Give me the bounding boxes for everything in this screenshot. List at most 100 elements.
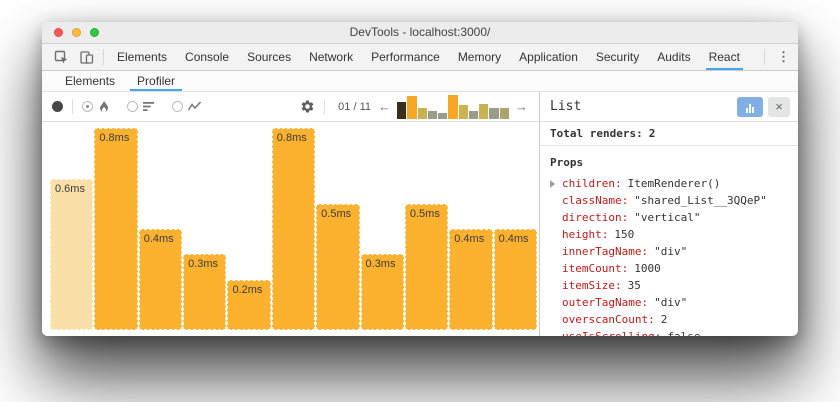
- radio-icon: [172, 101, 183, 112]
- profiler-main: 01 / 11 ← → 0.6ms 0.8ms 0.4ms 0.3ms 0.2ms 0.8…: [42, 92, 798, 336]
- prop-value: 1000: [634, 262, 661, 275]
- snapshot-bar[interactable]: [468, 110, 479, 119]
- zoom-window-button[interactable]: [90, 28, 99, 37]
- props-section: Props children: ItemRenderer() className…: [540, 146, 798, 336]
- close-window-button[interactable]: [54, 28, 63, 37]
- prop-value: 150: [614, 228, 635, 241]
- total-renders-row: Total renders: 2: [540, 122, 798, 146]
- close-details-button[interactable]: ×: [768, 96, 790, 117]
- expand-arrow-icon[interactable]: [550, 179, 562, 188]
- snapshot-strip: [397, 94, 509, 119]
- commit-bar[interactable]: 0.3ms: [360, 254, 404, 330]
- tab-performance[interactable]: Performance: [371, 50, 440, 64]
- tab-memory[interactable]: Memory: [457, 50, 502, 64]
- devtools-menu-icon[interactable]: ⋮: [777, 49, 790, 64]
- bar-duration-label: 0.8ms: [276, 132, 307, 144]
- subtab-elements[interactable]: Elements: [65, 74, 116, 88]
- prop-row[interactable]: outerTagName: "div": [550, 294, 798, 311]
- snapshot-bar[interactable]: [407, 95, 417, 119]
- prop-key: height:: [562, 228, 609, 241]
- prop-row[interactable]: children: ItemRenderer(): [550, 175, 798, 192]
- bar-duration-label: 0.5ms: [321, 207, 352, 220]
- snapshot-counter: 01 / 11: [338, 100, 371, 113]
- tab-react[interactable]: React: [700, 44, 749, 70]
- commit-bar[interactable]: 0.5ms: [404, 203, 449, 330]
- profiler-settings-icon[interactable]: [300, 99, 315, 114]
- prop-row[interactable]: overscanCount: 2: [550, 311, 798, 328]
- snapshot-bar[interactable]: [448, 94, 458, 119]
- snapshot-bar[interactable]: [397, 101, 407, 119]
- commit-bar[interactable]: 0.8ms: [94, 128, 138, 330]
- snapshot-bar[interactable]: [427, 110, 438, 119]
- snapshot-bar[interactable]: [458, 105, 468, 119]
- snapshot-bar[interactable]: [489, 107, 499, 119]
- tab-security[interactable]: Security: [595, 50, 640, 64]
- toolbar-divider: [72, 99, 73, 114]
- prop-value: ItemRenderer(): [627, 177, 721, 190]
- commit-bar[interactable]: 0.8ms: [271, 128, 316, 330]
- minimize-window-button[interactable]: [72, 28, 81, 37]
- record-button[interactable]: [52, 101, 63, 112]
- prop-value: "div": [654, 245, 688, 258]
- radio-icon: [127, 101, 138, 112]
- prop-value: 2: [660, 313, 668, 326]
- prop-row[interactable]: useIsScrolling: false: [550, 328, 798, 336]
- prop-value: "shared_List__3QQeP": [634, 194, 767, 207]
- window-title: DevTools - localhost:3000/: [349, 25, 491, 39]
- commit-bar[interactable]: 0.3ms: [183, 254, 227, 330]
- commit-bar[interactable]: 0.4ms: [449, 229, 493, 330]
- commit-bar[interactable]: 0.4ms: [138, 229, 183, 330]
- prop-key: itemSize:: [562, 279, 622, 292]
- prev-snapshot-button[interactable]: ←: [378, 99, 391, 114]
- view-flamegraph-option[interactable]: [82, 100, 110, 113]
- inspect-element-icon[interactable]: [49, 44, 74, 70]
- tab-network[interactable]: Network: [309, 50, 354, 64]
- react-subtabs: Elements Profiler: [42, 71, 798, 92]
- prop-row[interactable]: itemSize: 35: [550, 277, 798, 294]
- traffic-lights: [54, 28, 99, 37]
- prop-row[interactable]: innerTagName: "div": [550, 243, 798, 260]
- total-renders-label: Total renders:: [550, 127, 643, 140]
- profiler-toolbar: 01 / 11 ← →: [42, 92, 539, 122]
- prop-key: useIsScrolling:: [562, 328, 661, 336]
- prop-key: overscanCount:: [562, 313, 655, 326]
- prop-key: children:: [562, 177, 622, 190]
- device-toolbar-icon[interactable]: [74, 44, 99, 70]
- subtab-profiler[interactable]: Profiler: [126, 71, 186, 91]
- view-ranked-option[interactable]: [127, 101, 155, 112]
- prop-value: "vertical": [634, 211, 701, 224]
- toolbar-divider: [103, 49, 104, 65]
- commit-bar[interactable]: 0.4ms: [493, 229, 537, 330]
- prop-row[interactable]: itemCount: 1000: [550, 260, 798, 277]
- tab-console[interactable]: Console: [185, 50, 230, 64]
- prop-row[interactable]: direction: "vertical": [550, 209, 798, 226]
- tab-elements[interactable]: Elements: [117, 50, 168, 64]
- commit-bar[interactable]: 0.6ms: [50, 178, 94, 330]
- prop-row[interactable]: height: 150: [550, 226, 798, 243]
- profiler-left-pane: 01 / 11 ← → 0.6ms 0.8ms 0.4ms 0.3ms 0.2ms 0.8…: [42, 92, 539, 336]
- bar-duration-label: 0.8ms: [99, 132, 130, 144]
- snapshot-bar[interactable]: [438, 112, 448, 119]
- snapshot-bar[interactable]: [479, 104, 489, 119]
- next-snapshot-button[interactable]: →: [515, 99, 528, 114]
- render-chart-button[interactable]: [737, 96, 763, 117]
- prop-key: outerTagName:: [562, 296, 649, 309]
- tab-sources[interactable]: Sources: [247, 50, 292, 64]
- prop-key: innerTagName:: [562, 245, 649, 258]
- commit-bar[interactable]: 0.5ms: [316, 203, 360, 330]
- bar-duration-label: 0.4ms: [143, 233, 174, 245]
- commit-bar[interactable]: 0.2ms: [227, 279, 271, 330]
- snapshot-bar[interactable]: [417, 107, 427, 119]
- bar-duration-label: 0.5ms: [409, 207, 440, 220]
- snapshot-bar[interactable]: [499, 107, 509, 119]
- interactions-icon: [188, 101, 201, 111]
- prop-row[interactable]: className: "shared_List__3QQeP": [550, 192, 798, 209]
- view-interactions-option[interactable]: [172, 101, 201, 112]
- tab-application[interactable]: Application: [519, 50, 578, 64]
- props-heading: Props: [550, 156, 584, 169]
- prop-key: className:: [562, 194, 629, 207]
- tab-audits[interactable]: Audits: [657, 50, 691, 64]
- prop-key: direction:: [562, 211, 629, 224]
- bar-glyph: [746, 107, 748, 113]
